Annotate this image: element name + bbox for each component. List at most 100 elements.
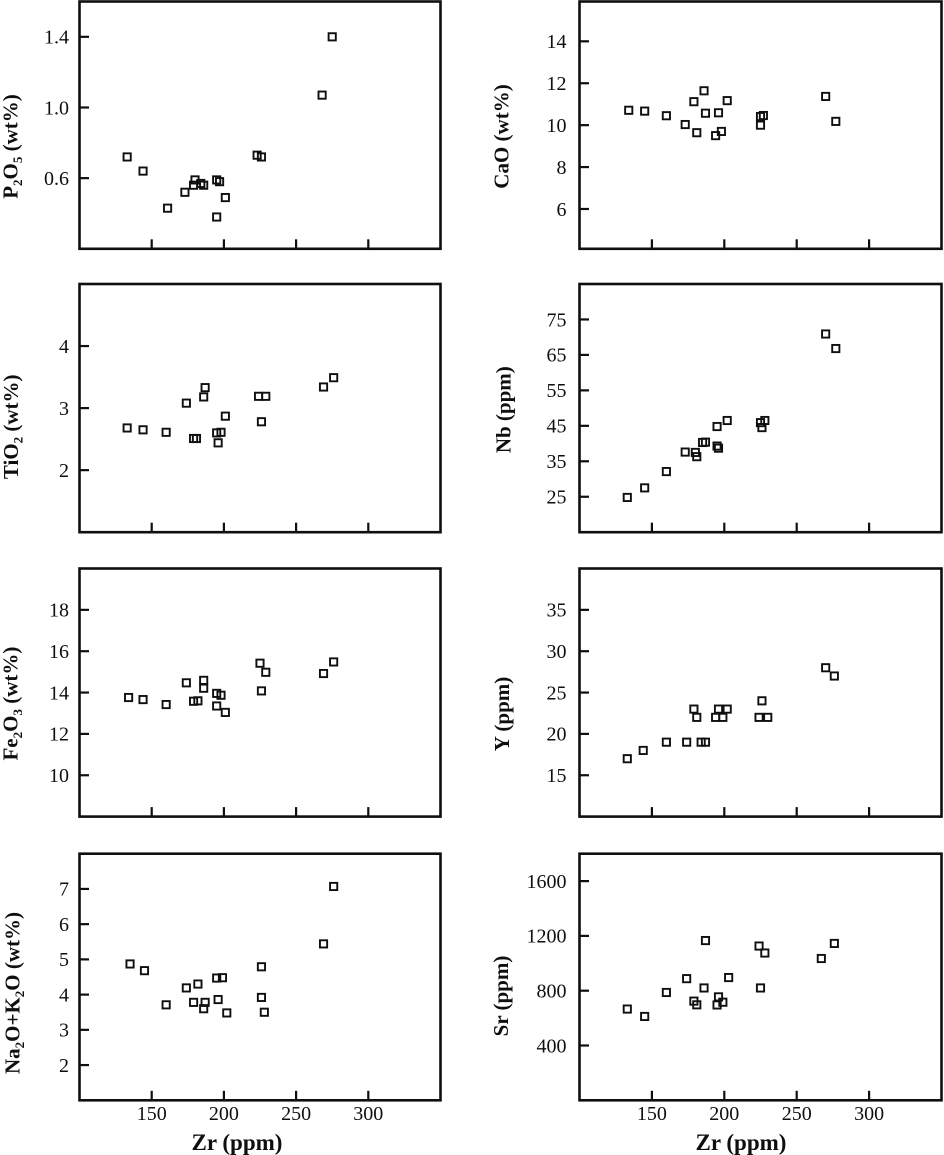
data-point: [212, 701, 222, 711]
y-tick-label: 1.0: [44, 97, 69, 119]
data-point: [682, 737, 692, 747]
data-point: [199, 683, 209, 693]
data-point: [829, 938, 839, 948]
data-point: [689, 97, 699, 107]
data-point: [640, 483, 650, 493]
data-point: [256, 417, 266, 427]
data-point: [191, 433, 202, 444]
data-point: [722, 96, 732, 106]
data-point: [181, 678, 191, 688]
x-tick-label: 300: [353, 1103, 383, 1125]
x-tick-label: 250: [782, 1103, 812, 1125]
x-tick-label: 200: [209, 1103, 239, 1125]
data-point: [821, 329, 831, 339]
data-point: [329, 657, 339, 667]
data-point: [661, 987, 671, 998]
data-point: [758, 110, 768, 121]
data-point: [329, 373, 339, 383]
data-point: [180, 187, 190, 197]
data-point: [692, 1000, 702, 1010]
y-axis-label-y: Y (ppm): [490, 677, 514, 751]
data-point: [680, 447, 690, 457]
data-point: [199, 1004, 209, 1014]
data-point: [640, 1011, 650, 1022]
y-tick-label: 25: [547, 682, 567, 704]
data-point: [256, 962, 266, 972]
plot-border: [78, 852, 442, 1102]
y-tick-label: 14: [49, 682, 69, 704]
y-tick-label: 35: [547, 600, 567, 622]
data-point: [760, 415, 770, 426]
data-point: [622, 754, 632, 764]
panel-p2o5: 0.6 1.0 1.4 P2O5 (wt%): [0, 0, 442, 251]
data-point: [122, 152, 132, 162]
y-tick-label: 1600: [527, 871, 567, 893]
data-point: [680, 119, 690, 130]
data-point: [831, 343, 841, 354]
y-tick-label: 25: [547, 487, 567, 509]
data-point: [212, 212, 222, 222]
data-point: [255, 658, 265, 668]
y-tick-label: 800: [537, 981, 567, 1003]
y-axis-label-fe2o3: Fe2O3 (wt%): [0, 647, 25, 761]
data-point: [760, 948, 770, 958]
data-point: [261, 667, 271, 677]
y-tick-label: 8: [557, 157, 567, 179]
y-tick-label: 45: [547, 416, 567, 438]
data-point: [161, 1000, 171, 1010]
plot-border: [78, 0, 442, 251]
data-point: [193, 696, 203, 706]
data-point: [699, 983, 709, 993]
data-point: [624, 105, 634, 115]
data-point: [122, 423, 132, 433]
data-point: [718, 712, 728, 722]
data-point: [712, 441, 722, 451]
data-point: [831, 116, 841, 126]
x-tick-label: 300: [854, 1103, 884, 1125]
data-point: [821, 91, 831, 101]
data-point: [138, 166, 148, 176]
y-axis-label-p2o5: P2O5 (wt%): [0, 94, 25, 199]
data-point: [181, 398, 191, 408]
data-point: [199, 392, 209, 402]
y-tick-label: 7: [59, 879, 69, 901]
x-tick-label: 200: [709, 1103, 739, 1125]
data-point: [724, 972, 734, 983]
data-point: [189, 997, 199, 1007]
data-point: [700, 737, 711, 747]
y-tick-label: 20: [547, 724, 567, 746]
data-point: [682, 974, 692, 984]
y-tick-label: 16: [49, 641, 69, 663]
y-tick-label: 3: [59, 1020, 69, 1042]
y-tick-label: 10: [547, 115, 567, 137]
data-point: [700, 936, 711, 946]
data-point: [220, 707, 230, 717]
data-point: [216, 690, 226, 700]
data-point: [199, 180, 209, 190]
data-point: [213, 994, 223, 1005]
data-point: [622, 1004, 632, 1014]
data-point: [138, 425, 148, 435]
y-axis-label-cao: CaO (wt%): [490, 84, 514, 188]
y-tick-label: 14: [547, 31, 567, 53]
data-point: [256, 686, 266, 696]
data-point: [661, 111, 671, 121]
panel-nak: 150 200 250 300 2 3 4 5 6 7 Na2O+K2O (wt%): [1, 852, 442, 1125]
data-point: [256, 152, 266, 162]
y-tick-label: 2: [59, 460, 69, 482]
data-point: [216, 427, 226, 437]
data-point: [821, 663, 831, 673]
data-point: [713, 704, 724, 714]
y-tick-label: 18: [49, 600, 69, 622]
data-point: [692, 452, 702, 462]
data-point: [261, 391, 271, 401]
data-point: [161, 699, 171, 710]
data-point: [327, 32, 337, 42]
data-point: [318, 382, 329, 392]
x-tick-label: 150: [637, 1103, 667, 1125]
data-point: [181, 983, 191, 993]
panel-sr: 150 200 250 300 400 800 1200 1600 Sr (ppm): [489, 852, 943, 1125]
data-point: [329, 881, 339, 892]
data-point: [220, 411, 230, 421]
